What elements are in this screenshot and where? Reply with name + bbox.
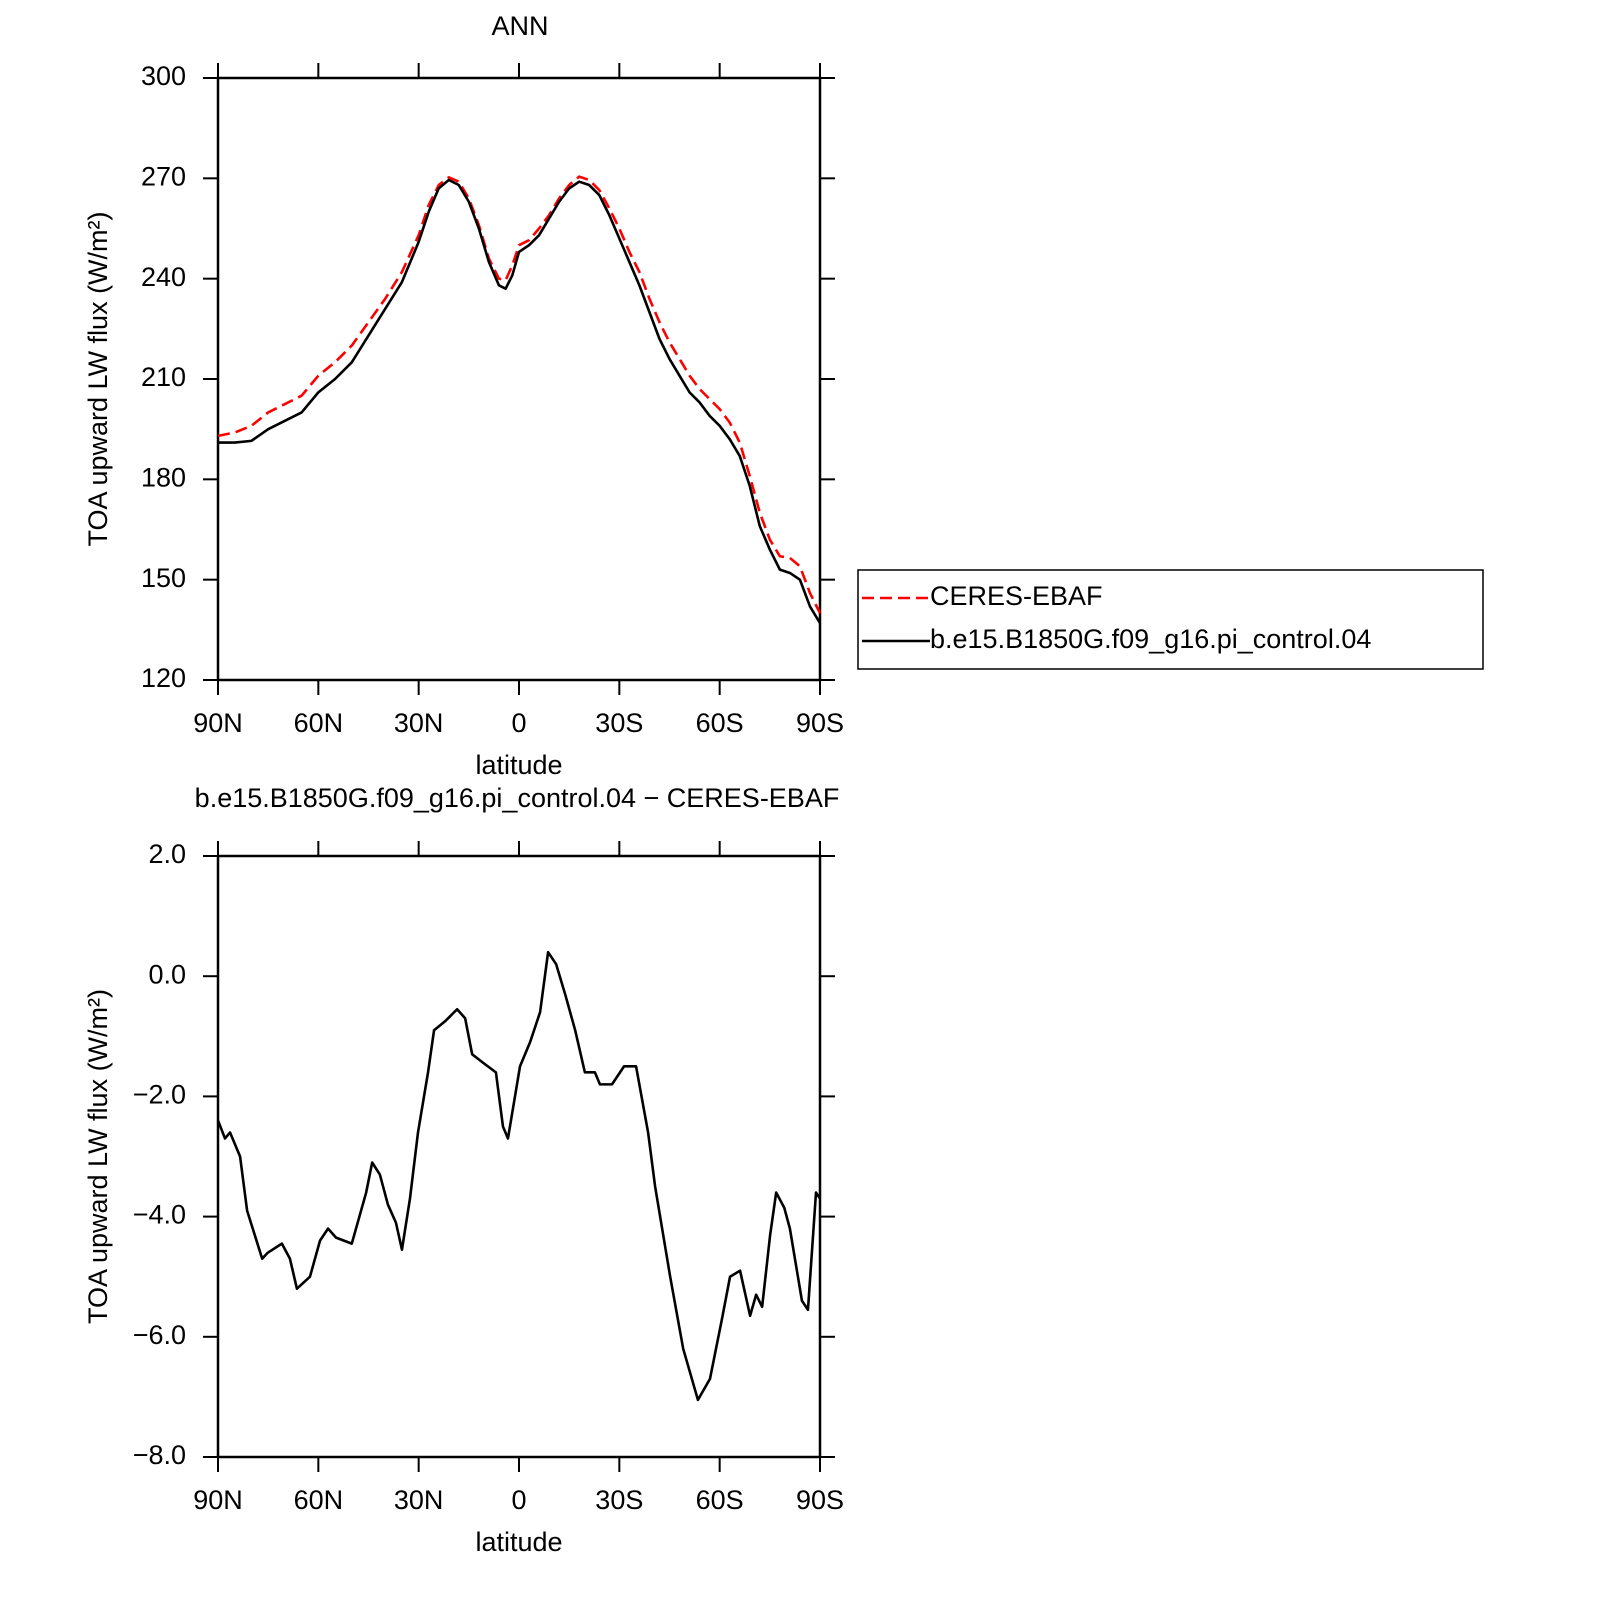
legend-label: b.e15.B1850G.f09_g16.pi_control.04 <box>930 624 1371 654</box>
x-tick-label: 30N <box>394 1485 444 1515</box>
x-tick-label: 60S <box>696 1485 744 1515</box>
y-tick-label: 300 <box>141 61 186 91</box>
y-tick-label: 150 <box>141 563 186 593</box>
x-axis-label: latitude <box>475 750 562 780</box>
x-tick-label: 30S <box>595 708 643 738</box>
x-tick-label: 60S <box>696 708 744 738</box>
x-tick-label: 0 <box>511 708 526 738</box>
x-axis-label: latitude <box>475 1527 562 1557</box>
y-tick-label: 240 <box>141 262 186 292</box>
y-tick-label: −4.0 <box>133 1200 186 1230</box>
plot-frame <box>216 854 822 1459</box>
legend-label: CERES-EBAF <box>930 581 1103 611</box>
y-tick-label: −8.0 <box>133 1440 186 1470</box>
y-axis-label: TOA upward LW flux (W/m²) <box>83 989 113 1324</box>
y-tick-label: −6.0 <box>133 1320 186 1350</box>
x-tick-label: 90N <box>193 1485 243 1515</box>
chart-title: ANN <box>491 11 548 41</box>
x-tick-label: 0 <box>511 1485 526 1515</box>
plot-frame <box>216 76 822 682</box>
x-tick-label: 60N <box>294 708 344 738</box>
x-tick-label: 30N <box>394 708 444 738</box>
y-tick-label: 0.0 <box>148 959 186 989</box>
y-tick-label: 270 <box>141 161 186 191</box>
x-tick-label: 30S <box>595 1485 643 1515</box>
data-line <box>218 178 822 624</box>
y-tick-label: −2.0 <box>133 1080 186 1110</box>
data-line <box>216 950 822 1402</box>
x-tick-label: 60N <box>294 1485 344 1515</box>
chart-title: b.e15.B1850G.f09_g16.pi_control.04 − CER… <box>195 783 840 813</box>
data-line <box>217 175 822 614</box>
y-tick-label: 210 <box>141 362 186 392</box>
y-tick-label: 180 <box>141 462 186 492</box>
x-tick-label: 90N <box>193 708 243 738</box>
y-tick-label: 120 <box>141 663 186 693</box>
x-tick-label: 90S <box>796 1485 844 1515</box>
y-tick-label: 2.0 <box>148 839 186 869</box>
legend-box <box>857 569 1484 670</box>
x-tick-label: 90S <box>796 708 844 738</box>
y-axis-label: TOA upward LW flux (W/m²) <box>83 211 113 546</box>
